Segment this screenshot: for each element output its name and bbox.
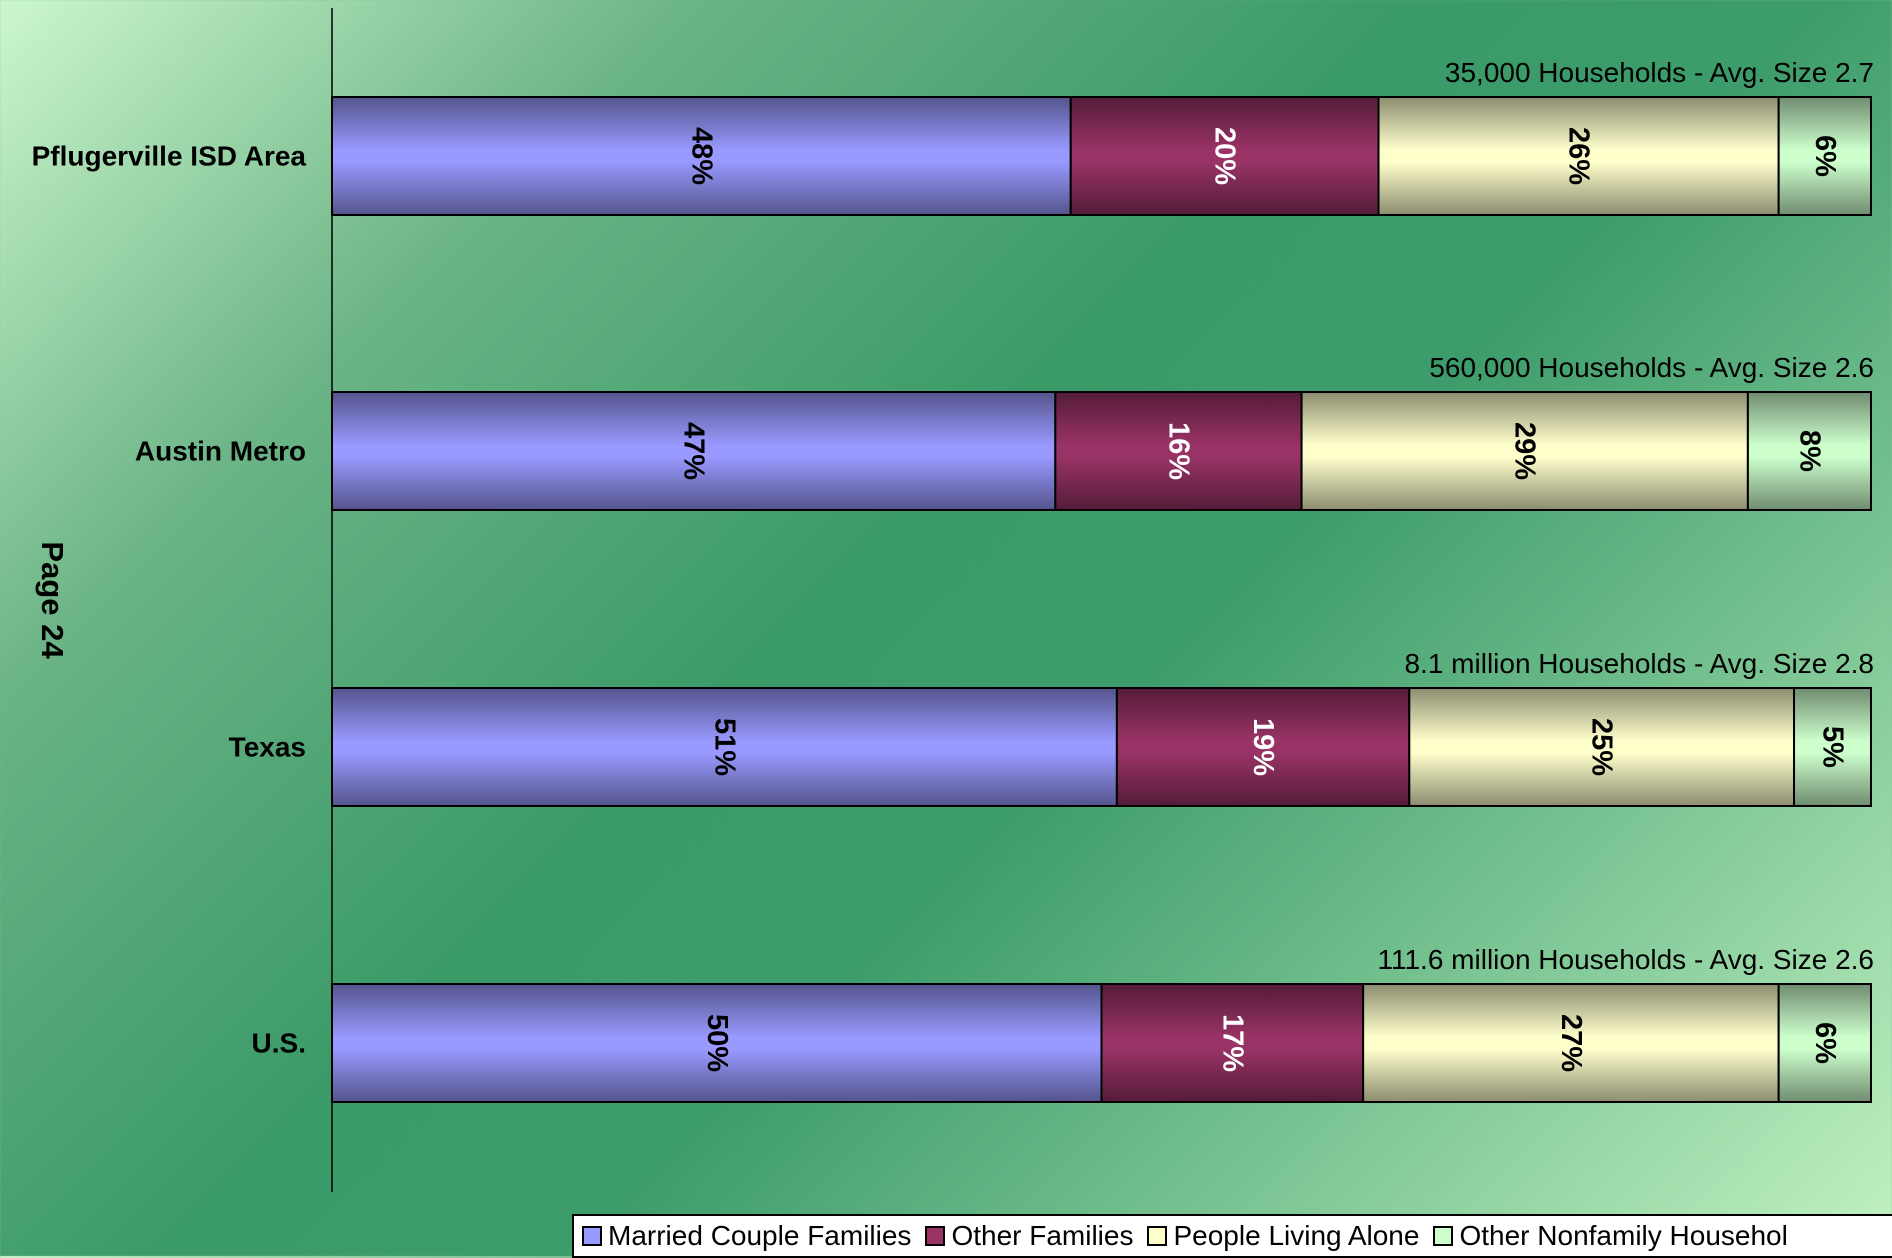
legend-swatch [925,1226,946,1246]
bar-annotation: 35,000 Households - Avg. Size 2.7 [1445,57,1874,88]
data-label: 17% [1216,1014,1248,1072]
data-label: 47% [678,422,710,480]
category-label: U.S. [252,1028,306,1059]
category-label: Texas [229,732,306,763]
bar-segment [1362,983,1780,1103]
data-label: 27% [1555,1014,1587,1072]
bar-segment [1793,687,1873,807]
legend-item: Other Nonfamily Househol [1433,1220,1788,1252]
bar-segment [1777,96,1873,216]
data-label: 48% [685,127,717,185]
data-label: 5% [1817,726,1849,768]
legend-swatch [1147,1226,1168,1246]
bar-segment [1777,983,1873,1103]
bar-segment [1746,391,1873,511]
legend-item: Other Families [925,1220,1133,1252]
data-label: 6% [1809,135,1841,177]
bar-segment [331,687,1118,807]
data-label: 16% [1162,422,1194,480]
data-label: 26% [1563,127,1595,185]
bar-segment [331,983,1103,1103]
legend-swatch [582,1226,602,1246]
data-label: 8% [1793,430,1825,472]
legend-swatch [1433,1226,1454,1246]
bar-annotation: 560,000 Households - Avg. Size 2.6 [1429,352,1874,383]
chart-legend: Married Couple Families Other Families Peo… [572,1214,1892,1258]
legend-label: Other Families [951,1220,1134,1251]
bar-annotation: 8.1 million Households - Avg. Size 2.8 [1404,648,1874,679]
bar-segment [331,96,1072,216]
category-label: Pflugerville ISD Area [32,141,307,172]
bar-segment [1115,687,1411,807]
bar-annotation: 111.6 million Households - Avg. Size 2.6 [1377,944,1874,975]
data-label: 19% [1247,718,1279,776]
data-label: 51% [708,718,740,776]
legend-item: People Living Alone [1147,1220,1419,1252]
data-label: 6% [1809,1022,1841,1064]
legend-label: Other Nonfamily Househol [1459,1220,1788,1251]
legend-label: People Living Alone [1173,1220,1420,1251]
data-label: 50% [701,1014,733,1072]
bar-segment [1408,687,1796,807]
data-label: 20% [1209,127,1241,185]
legend-item: Married Couple Families [582,1220,911,1252]
bar-segment [1377,96,1780,216]
legend-label: Married Couple Families [608,1220,912,1251]
data-label: 29% [1509,422,1541,480]
page-label: Page 24 [35,541,70,659]
data-label: 25% [1586,718,1618,776]
bar-segment [1100,983,1365,1103]
category-label: Austin Metro [135,436,306,467]
bar-segment [1054,391,1303,511]
bar-segment [1069,96,1380,216]
